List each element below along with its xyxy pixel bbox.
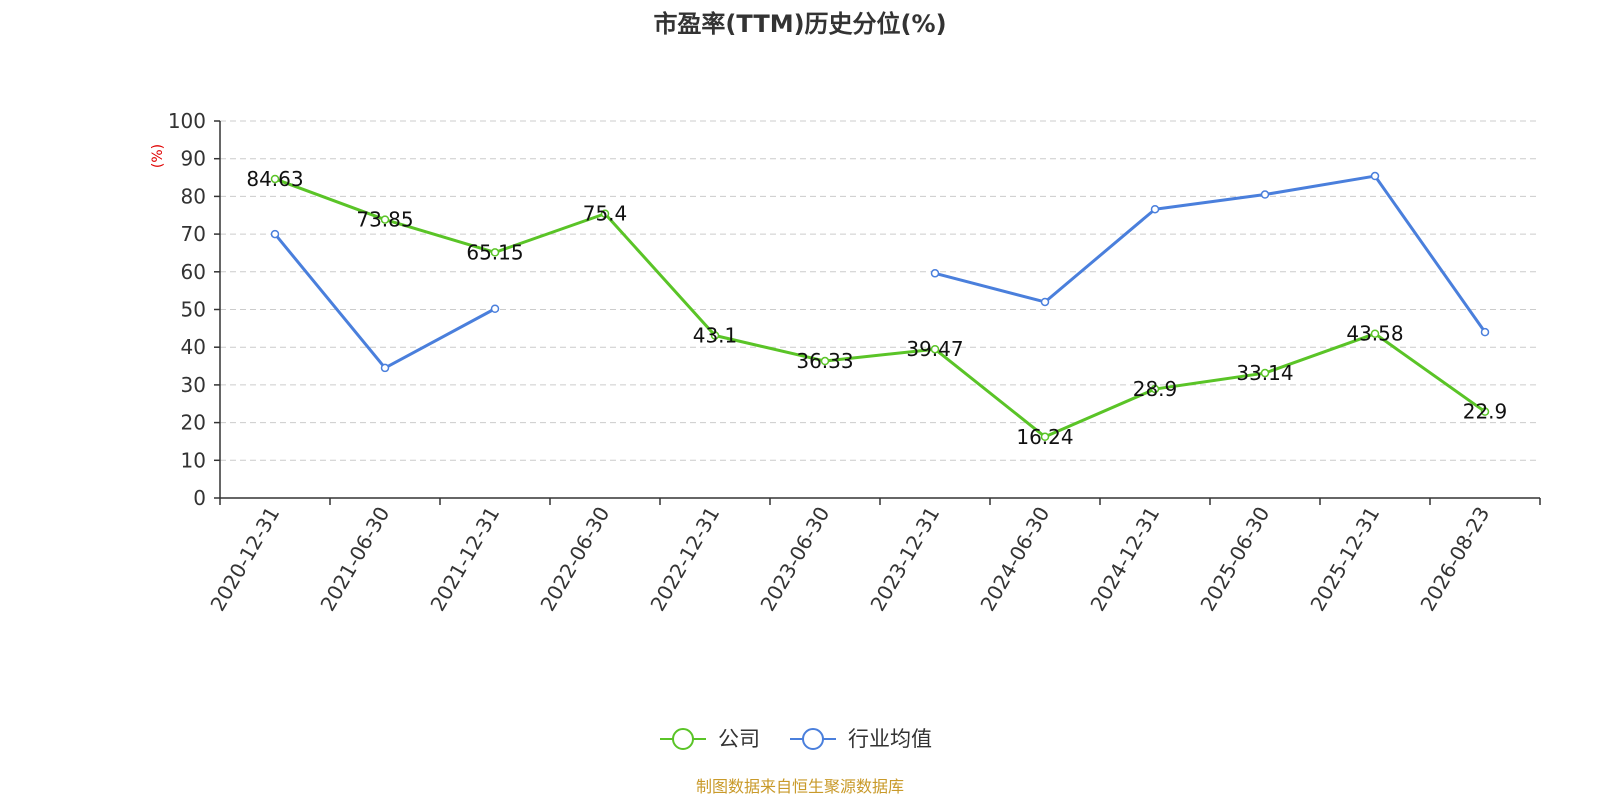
data-point-industry[interactable] bbox=[1260, 190, 1270, 199]
y-tick-label: 20 bbox=[181, 411, 206, 435]
data-label-company: 84.63 bbox=[246, 167, 303, 191]
legend-marker-industry bbox=[802, 728, 824, 750]
y-axis-unit-label: (%) bbox=[150, 144, 166, 168]
x-tick-label: 2024-06-30 bbox=[975, 503, 1054, 616]
source-note: 制图数据来自恒生聚源数据库 bbox=[696, 777, 904, 796]
y-tick-label: 40 bbox=[181, 335, 206, 359]
y-tick-label: 0 bbox=[193, 486, 206, 510]
y-tick-label: 50 bbox=[181, 298, 206, 322]
legend-item-company[interactable]: 公司 bbox=[660, 727, 760, 751]
series-line-industry bbox=[273, 233, 496, 370]
data-label-company: 73.85 bbox=[356, 208, 413, 232]
legend[interactable]: 公司 行业均值 bbox=[660, 727, 932, 751]
x-tick-label: 2021-06-30 bbox=[315, 503, 394, 616]
data-point-industry[interactable] bbox=[380, 363, 390, 373]
data-point-company[interactable] bbox=[600, 209, 610, 218]
series-line-company bbox=[274, 177, 1486, 439]
data-point-industry[interactable] bbox=[490, 304, 500, 313]
x-tick-label: 2025-12-31 bbox=[1305, 503, 1384, 616]
x-tick-label: 2022-12-31 bbox=[645, 503, 724, 616]
grid bbox=[220, 120, 1540, 461]
legend-label-industry: 行业均值 bbox=[848, 727, 932, 751]
data-point-company[interactable] bbox=[270, 174, 280, 184]
x-tick-label: 2023-12-31 bbox=[865, 503, 944, 616]
data-labels: 84.63 73.85 65.15 75.4 43.1 36.33 39.47 16.24 28… bbox=[246, 167, 1507, 449]
x-tick-label: 2022-06-30 bbox=[535, 503, 614, 616]
data-point-company[interactable] bbox=[930, 344, 940, 354]
data-label-company: 22.9 bbox=[1463, 400, 1508, 424]
data-point-industry[interactable] bbox=[930, 269, 940, 278]
y-tick-label: 60 bbox=[181, 260, 206, 284]
data-point-company[interactable] bbox=[1260, 368, 1270, 378]
data-point-industry[interactable] bbox=[1150, 204, 1160, 214]
x-tick-label: 2020-12-31 bbox=[205, 503, 284, 616]
data-point-industry[interactable] bbox=[1480, 327, 1490, 337]
legend-item-industry[interactable]: 行业均值 bbox=[790, 727, 932, 751]
data-label-company: 36.33 bbox=[796, 349, 853, 373]
data-point-industry[interactable] bbox=[1370, 171, 1380, 181]
data-point-company[interactable] bbox=[820, 356, 830, 366]
data-point-company[interactable] bbox=[380, 215, 390, 224]
data-point-company[interactable] bbox=[490, 248, 500, 257]
x-tick-label: 2026-08-23 bbox=[1415, 503, 1494, 616]
data-label-company: 43.58 bbox=[1346, 322, 1403, 346]
data-point-company[interactable] bbox=[1150, 384, 1160, 394]
legend-label-company: 公司 bbox=[718, 727, 760, 751]
x-tick-label: 2023-06-30 bbox=[755, 503, 834, 616]
data-label-company: 16.24 bbox=[1016, 425, 1073, 449]
y-tick-label: 70 bbox=[181, 222, 206, 246]
x-tick-label: 2025-06-30 bbox=[1195, 503, 1274, 616]
legend-marker-company bbox=[672, 728, 694, 750]
data-point-company[interactable] bbox=[710, 331, 720, 340]
series-line-industry bbox=[934, 174, 1487, 333]
data-label-company: 75.4 bbox=[583, 202, 628, 226]
data-label-company: 65.15 bbox=[466, 240, 523, 264]
y-tick-label: 100 bbox=[168, 109, 206, 133]
data-point-company[interactable] bbox=[1040, 432, 1050, 442]
data-label-company: 39.47 bbox=[906, 337, 963, 361]
y-tick-label: 10 bbox=[181, 448, 206, 472]
x-tick-label: 2024-12-31 bbox=[1085, 503, 1164, 616]
data-point-industry[interactable] bbox=[270, 229, 280, 239]
data-point-company[interactable] bbox=[1480, 407, 1490, 416]
x-tick-label: 2021-12-31 bbox=[425, 503, 504, 616]
series-layer bbox=[270, 171, 1490, 442]
chart-title: 市盈率(TTM)历史分位(%) bbox=[653, 10, 946, 38]
y-tick-label: 30 bbox=[181, 373, 206, 397]
axes: 0 10 20 30 40 50 60 70 80 90 100 2020-12-31 2021-06-… bbox=[168, 109, 1541, 616]
y-tick-label: 80 bbox=[181, 184, 206, 208]
data-label-company: 33.14 bbox=[1236, 361, 1293, 385]
data-label-company: 28.9 bbox=[1133, 377, 1178, 401]
data-point-industry[interactable] bbox=[1040, 297, 1050, 307]
data-point-company[interactable] bbox=[1370, 329, 1380, 338]
data-label-company: 43.1 bbox=[693, 324, 738, 348]
y-tick-label: 90 bbox=[181, 147, 206, 171]
